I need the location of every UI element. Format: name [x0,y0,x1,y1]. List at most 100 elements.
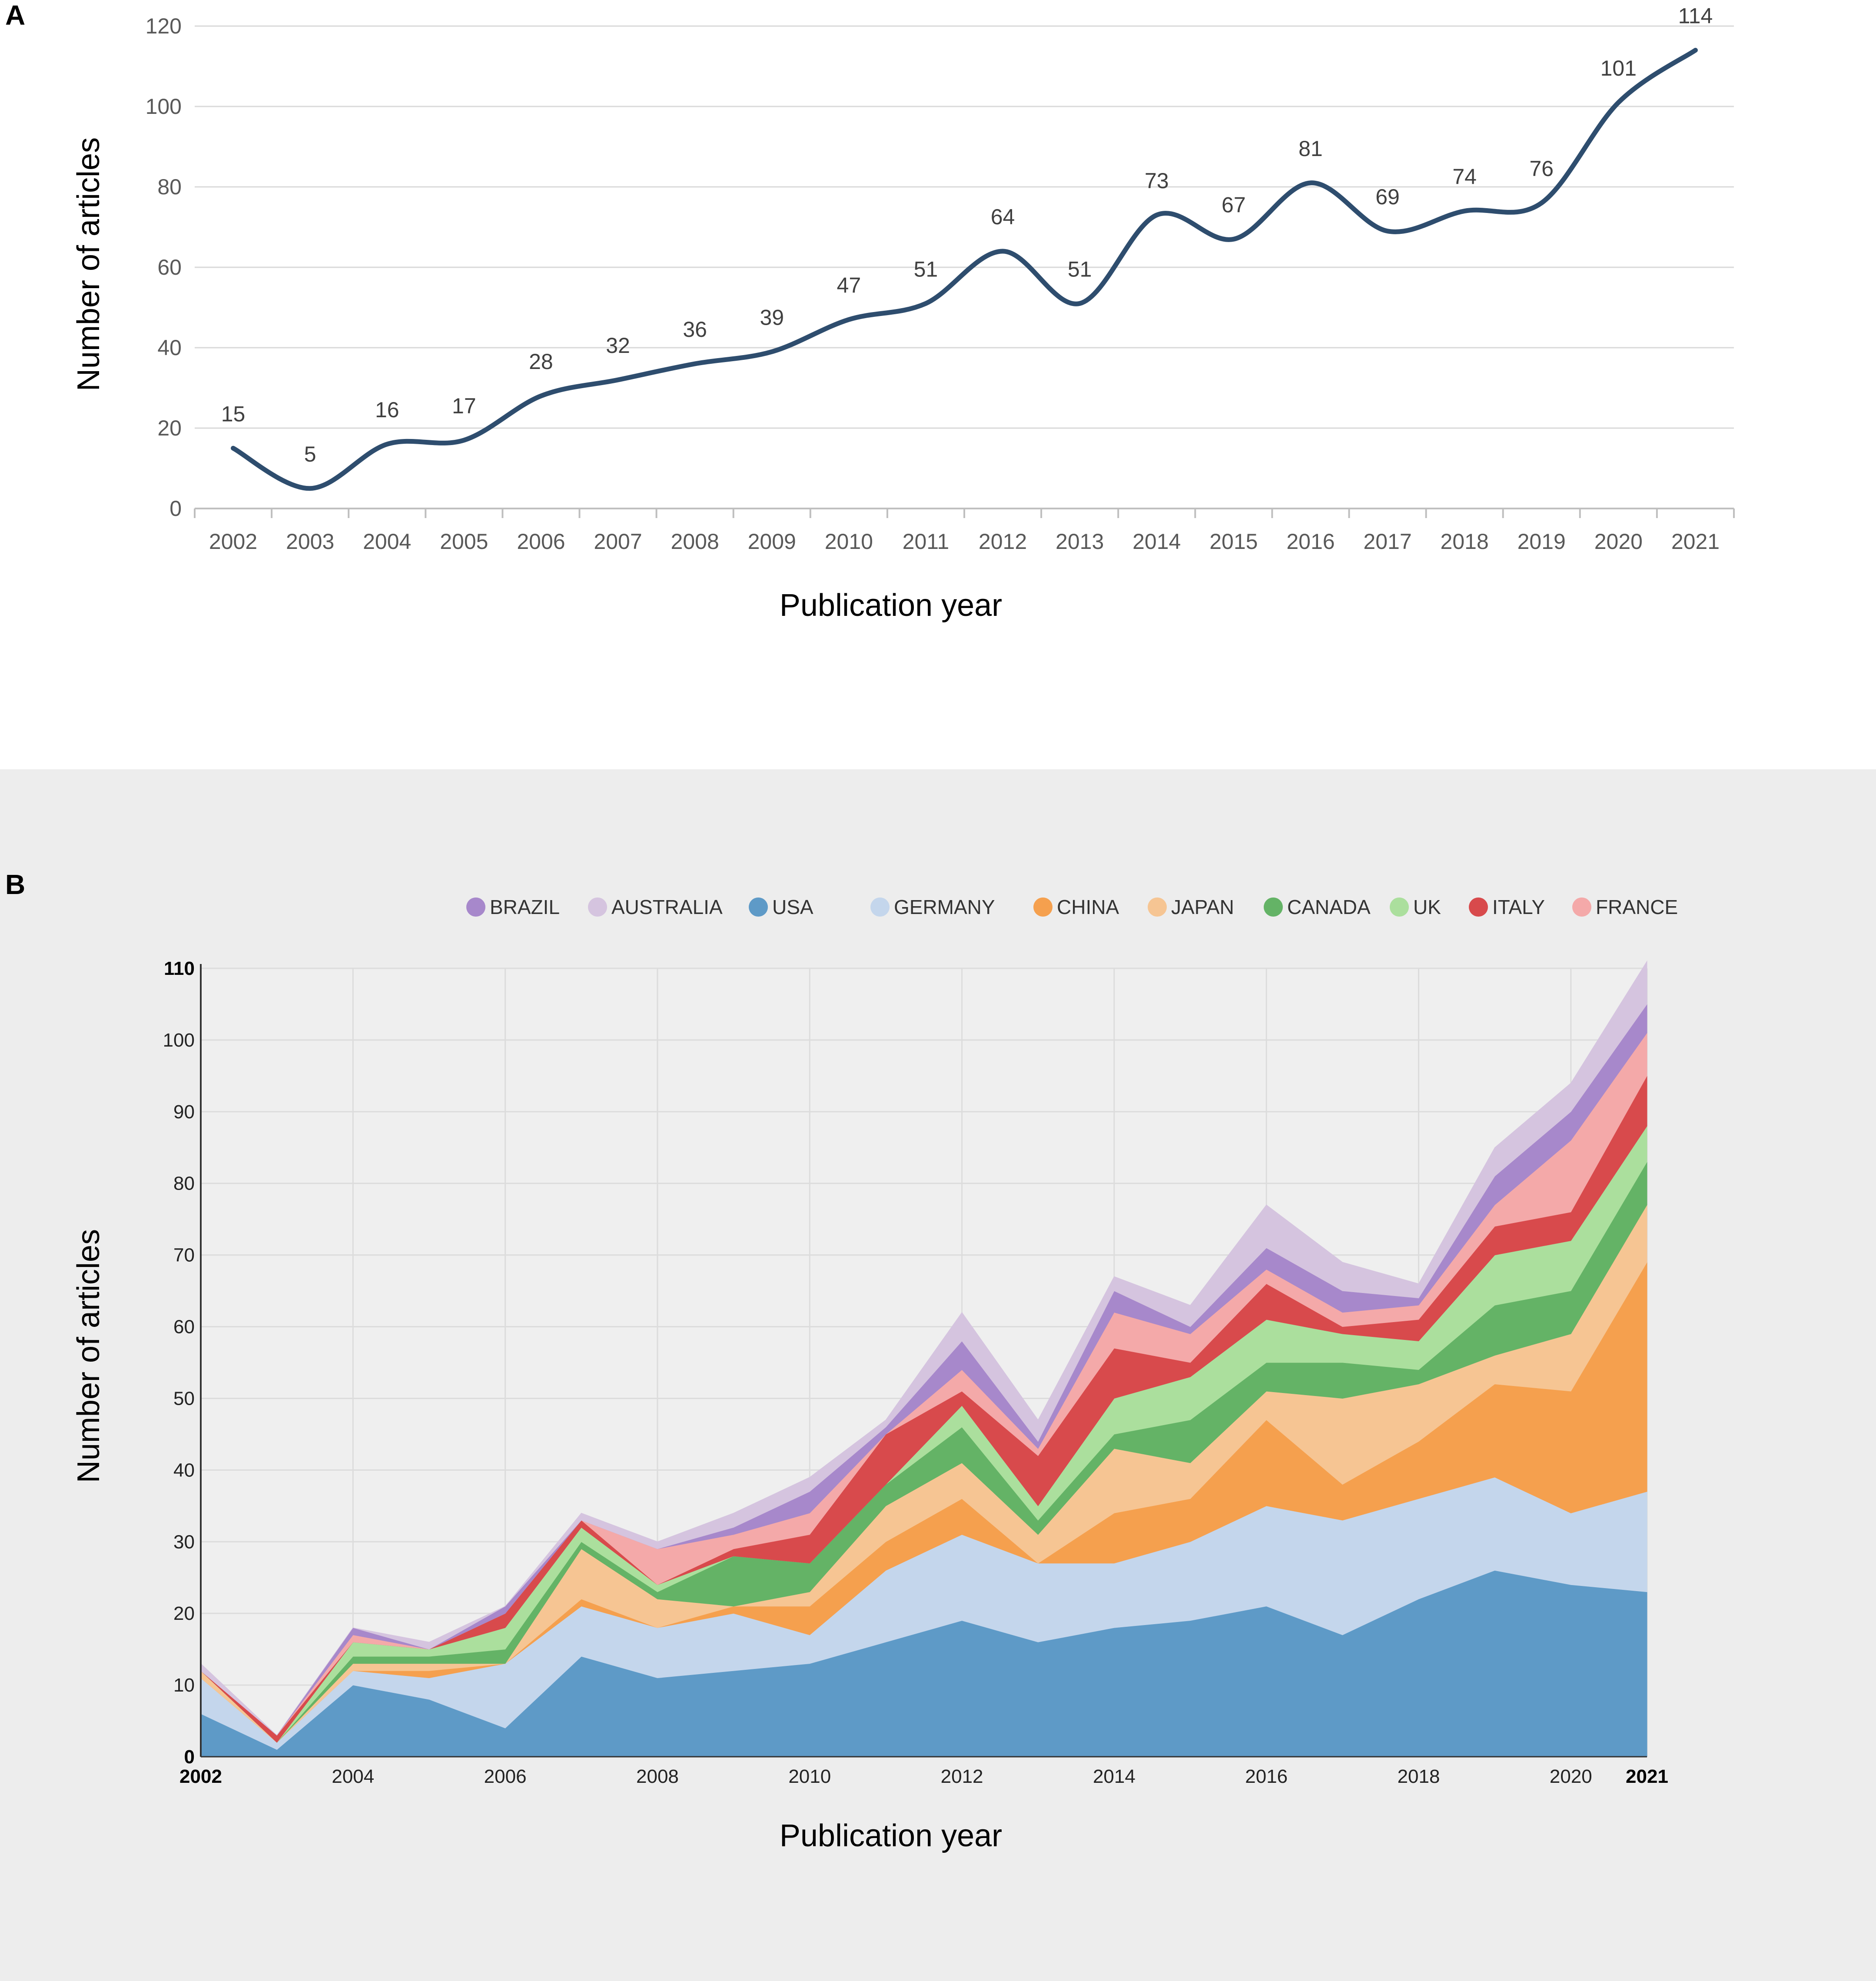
legend-label-uk: UK [1413,896,1441,918]
chart-a-data-label: 51 [1068,257,1092,281]
chart-a-x-tick: 2008 [671,529,719,554]
chart-a-x-tick: 2007 [594,529,642,554]
chart-a-x-tick: 2002 [209,529,257,554]
chart-a-x-tick: 2014 [1132,529,1181,554]
chart-a-y-tick: 80 [157,175,182,199]
chart-a-x-tick: 2010 [825,529,873,554]
chart-a-data-label: 15 [221,402,246,426]
chart-a-data-label: 101 [1600,56,1637,80]
chart-a-data-label: 69 [1375,185,1400,209]
chart-a-x-tick: 2011 [903,529,950,554]
chart-b-x-tick: 2012 [941,1766,983,1787]
chart-a-data-label: 114 [1678,4,1713,28]
legend-label-france: FRANCE [1596,896,1678,918]
legend-swatch-japan [1148,897,1167,917]
chart-b-x-tick: 2016 [1245,1766,1288,1787]
chart-a-y-tick: 100 [146,94,182,119]
chart-a-x-tick: 2005 [440,529,488,554]
legend-label-germany: GERMANY [894,896,995,918]
chart-b-y-tick: 10 [173,1675,195,1696]
legend-swatch-usa [749,897,768,917]
chart-a-y-tick: 60 [157,255,182,279]
chart-a-data-label: 74 [1452,165,1477,189]
chart-b-y-tick: 80 [173,1173,195,1194]
chart-b-x-tick: 2010 [788,1766,831,1787]
chart-a-x-tick: 2018 [1441,529,1489,554]
chart-b-x-tick: 2008 [636,1766,679,1787]
chart-a-data-label: 16 [375,398,399,422]
chart-b-area-australia [200,960,1647,1736]
chart-a-data-label: 51 [914,257,938,281]
chart-b-y-tick: 50 [173,1388,195,1409]
chart-a-data-label: 76 [1529,156,1554,181]
chart-a-data-label: 39 [760,305,784,329]
chart-b-x-tick: 2014 [1093,1766,1136,1787]
chart-a-y-tick: 40 [157,336,182,360]
chart-a-x-tick: 2015 [1209,529,1258,554]
chart-b-y-tick: 110 [164,958,195,979]
chart-a-x-tick: 2017 [1363,529,1411,554]
chart-a-series-line [231,48,1698,491]
chart-b-y-tick: 90 [173,1101,195,1123]
chart-b-y-title: Number of articles [71,1229,106,1483]
chart-b-x-tick: 2006 [484,1766,527,1787]
legend-swatch-italy [1469,897,1488,917]
legend-label-australia: AUSTRALIA [611,896,723,918]
chart-a-y-tick: 0 [169,496,182,521]
chart-a-x-tick: 2004 [363,529,411,554]
legend-swatch-germany [870,897,890,917]
legend-swatch-uk [1390,897,1409,917]
legend-label-brazil: BRAZIL [490,896,560,918]
legend-label-canada: CANADA [1287,896,1371,918]
legend-swatch-brazil [466,897,485,917]
chart-a-data-label: 47 [837,273,861,297]
panel-b-label: B [5,869,26,900]
chart-b-x-tick: 2020 [1550,1766,1592,1787]
chart-a-data-label: 5 [304,442,316,466]
chart-a-x-tick: 2019 [1517,529,1566,554]
chart-b-x-tick: 2021 [1626,1766,1668,1787]
legend-label-usa: USA [772,896,813,918]
chart-a-data-label: 36 [683,317,707,342]
chart-a-data-label: 67 [1222,193,1246,217]
chart-a-x-tick: 2009 [748,529,796,554]
chart-b-y-tick: 40 [173,1459,195,1481]
chart-a-data-label: 64 [991,205,1015,229]
chart-a-x-tick: 2006 [517,529,565,554]
chart-a-x-tick: 2003 [286,529,334,554]
chart-b-y-tick: 30 [173,1531,195,1552]
legend-label-china: CHINA [1057,896,1119,918]
chart-a-x-tick: 2020 [1594,529,1643,554]
chart-b-y-tick: 20 [173,1603,195,1624]
chart-b-y-tick: 60 [173,1316,195,1338]
legend-label-japan: JAPAN [1171,896,1234,918]
legend-swatch-china [1033,897,1053,917]
chart-b-x-tick: 2002 [179,1766,222,1787]
panel-a-label: A [5,0,26,31]
chart-a-y-tick: 20 [157,416,182,440]
chart-a-y-title: Number of articles [71,137,106,391]
chart-a-y-tick: 120 [146,14,182,38]
chart-a-data-label: 32 [606,333,630,358]
chart-a-line: 0 20 40 60 80 100 120 2002 2003 2004 2005 2006 2007 2… [71,4,1735,623]
chart-a-data-label: 17 [452,394,476,418]
chart-a-x-tick: 2016 [1286,529,1335,554]
legend-swatch-australia [588,897,607,917]
chart-b-x-tick: 2004 [332,1766,374,1787]
chart-b-y-tick: 100 [163,1030,195,1051]
chart-b-y-tick: 0 [184,1746,195,1768]
chart-a-data-label: 73 [1145,169,1169,193]
legend-swatch-canada [1264,897,1283,917]
chart-a-x-title: Publication year [780,588,1002,623]
chart-b-x-tick: 2018 [1398,1766,1440,1787]
legend-label-italy: ITALY [1492,896,1545,918]
chart-a-x-tick: 2013 [1056,529,1104,554]
legend-swatch-france [1572,897,1591,917]
chart-a-data-label: 28 [529,349,553,374]
chart-a-data-label: 81 [1298,136,1323,161]
chart-b-y-tick: 70 [173,1245,195,1266]
chart-a-x-tick: 2012 [979,529,1027,554]
chart-a-x-tick: 2021 [1671,529,1720,554]
chart-b-x-title: Publication year [780,1818,1002,1853]
